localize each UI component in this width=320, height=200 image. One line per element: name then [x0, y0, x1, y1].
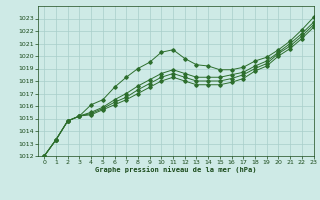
- X-axis label: Graphe pression niveau de la mer (hPa): Graphe pression niveau de la mer (hPa): [95, 167, 257, 173]
